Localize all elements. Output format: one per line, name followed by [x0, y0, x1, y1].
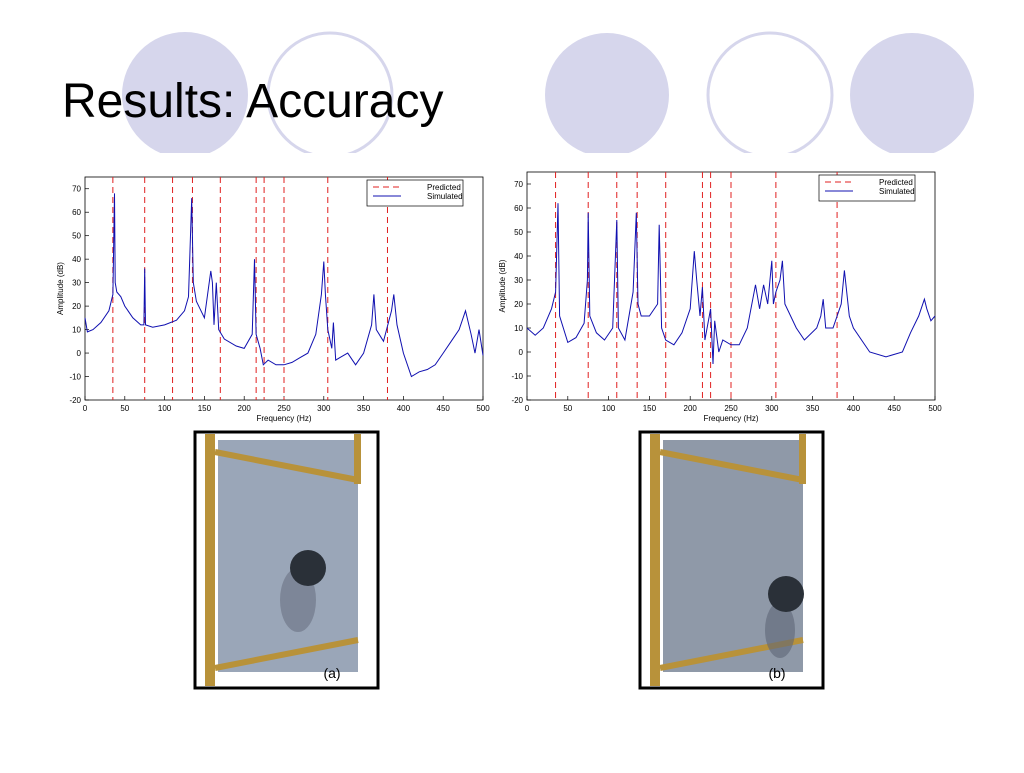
y-tick-label: 20: [514, 300, 523, 309]
x-tick-label: 200: [238, 404, 252, 413]
image-b: (b): [638, 430, 825, 690]
y-tick-label: 70: [72, 185, 81, 194]
y-axis-label: Amplitude (dB): [56, 262, 65, 315]
y-tick-label: 60: [514, 204, 523, 213]
x-tick-label: 300: [765, 404, 779, 413]
image-caption: (a): [323, 665, 340, 681]
x-tick-label: 150: [643, 404, 657, 413]
chart: 0 50 100 150 200 250 300 350 400 450 500 -20 -10 0 10 2…: [498, 171, 942, 423]
x-tick-label: 150: [198, 404, 212, 413]
y-tick-label: -20: [69, 396, 81, 405]
x-tick-label: 350: [357, 404, 371, 413]
x-axis-label: Frequency (Hz): [703, 414, 758, 423]
y-tick-label: 10: [514, 324, 523, 333]
legend-label: Predicted: [427, 183, 461, 192]
y-tick-label: 0: [77, 349, 82, 358]
legend-label: Simulated: [879, 187, 915, 196]
x-tick-label: 50: [120, 404, 129, 413]
x-tick-label: 50: [563, 404, 572, 413]
x-tick-label: 450: [437, 404, 451, 413]
legend-label: Simulated: [427, 192, 463, 201]
decor-circle: [706, 31, 834, 159]
y-tick-label: 0: [519, 348, 524, 357]
x-tick-label: 300: [317, 404, 331, 413]
x-tick-label: 350: [806, 404, 820, 413]
y-tick-label: -10: [69, 373, 81, 382]
x-tick-label: 100: [602, 404, 616, 413]
chart: 0 50 100 150 200 250 300 350 400 450 500 -20 -10 0 10 2…: [56, 176, 490, 423]
y-tick-label: 40: [72, 255, 81, 264]
simulated-line: [526, 203, 936, 365]
image-a: (a): [193, 430, 380, 690]
image-caption: (b): [768, 665, 785, 681]
decor-circle: [545, 33, 669, 157]
x-tick-label: 500: [476, 404, 490, 413]
x-tick-label: 250: [724, 404, 738, 413]
x-tick-label: 400: [847, 404, 861, 413]
mask: [0, 153, 1024, 173]
x-tick-label: 500: [928, 404, 942, 413]
y-tick-label: 30: [514, 276, 523, 285]
x-tick-label: 400: [397, 404, 411, 413]
x-tick-label: 100: [158, 404, 172, 413]
x-axis-label: Frequency (Hz): [256, 414, 311, 423]
y-tick-label: 30: [72, 279, 81, 288]
y-tick-label: 10: [72, 326, 81, 335]
y-tick-label: 50: [72, 232, 81, 241]
decor-circle: [122, 32, 248, 158]
slide-title: Results: Accuracy: [62, 75, 443, 128]
y-tick-label: 40: [514, 252, 523, 261]
x-tick-label: 200: [684, 404, 698, 413]
y-tick-label: 20: [72, 302, 81, 311]
decor-circle: [850, 33, 974, 157]
simulated-line: [84, 193, 484, 378]
x-tick-label: 450: [888, 404, 902, 413]
legend-box: [366, 179, 464, 207]
y-tick-label: 60: [72, 208, 81, 217]
x-tick-label: 250: [277, 404, 291, 413]
y-axis-label: Amplitude (dB): [498, 259, 507, 312]
legend-label: Predicted: [879, 178, 913, 187]
x-tick-label: 0: [83, 404, 88, 413]
x-tick-label: 0: [525, 404, 530, 413]
y-tick-label: -20: [511, 396, 523, 405]
y-tick-label: -10: [511, 372, 523, 381]
y-tick-label: 70: [514, 180, 523, 189]
y-tick-label: 50: [514, 228, 523, 237]
legend-box: [818, 174, 916, 202]
